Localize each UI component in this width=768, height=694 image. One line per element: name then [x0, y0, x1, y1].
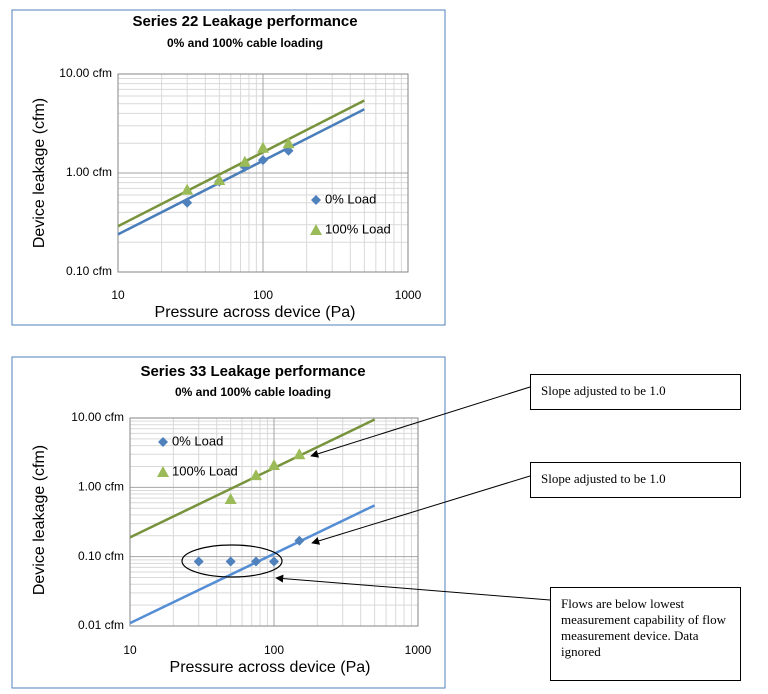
legend-label: 0% Load [172, 433, 223, 448]
y-tick-label: 0.10 cfm [66, 264, 112, 278]
y-axis-label: Device leakage (cfm) [31, 98, 48, 248]
data-point [225, 556, 236, 567]
chart-1: Series 22 Leakage performance 0% and 100%… [31, 13, 421, 321]
x-tick-label: 10 [123, 643, 137, 657]
plot-border [129, 417, 419, 627]
chart-subtitle: 0% and 100% cable loading [167, 36, 323, 50]
chart-frame [11, 356, 446, 689]
data-point [238, 155, 251, 167]
data-point [182, 197, 193, 208]
y-tick-label: 1.00 cfm [78, 480, 124, 494]
data-point [294, 535, 305, 546]
y-tick-label: 0.01 cfm [78, 618, 124, 632]
data-point [181, 183, 194, 195]
y-tick-label: 1.00 cfm [66, 165, 112, 179]
callout: Slope adjusted to be 1.0 [530, 374, 741, 410]
data-point [269, 556, 279, 567]
legend-label: 100% Load [325, 221, 391, 236]
legend-marker [157, 466, 169, 477]
y-tick-label: 10.00 cfm [59, 66, 112, 80]
data-point [257, 141, 269, 153]
callout: Flows are below lowest measurement capab… [550, 587, 741, 681]
callout: Slope adjusted to be 1.0 [530, 462, 741, 498]
y-tick-label: 10.00 cfm [71, 410, 124, 424]
y-tick-label: 0.10 cfm [78, 549, 124, 563]
y-axis-label: Device leakage (cfm) [31, 445, 48, 595]
x-axis-label: Pressure across device (Pa) [170, 659, 371, 676]
data-point [282, 137, 295, 149]
data-point [250, 469, 263, 481]
data-point [251, 556, 262, 567]
x-tick-label: 1000 [395, 288, 422, 302]
legend-marker [311, 195, 321, 205]
chart-subtitle: 0% and 100% cable loading [175, 385, 331, 399]
data-point [213, 173, 226, 185]
legend-marker [158, 437, 168, 447]
plot-border [117, 73, 409, 273]
chart-2: Series 33 Leakage performance 0% and 100%… [31, 363, 431, 676]
x-tick-label: 1000 [405, 643, 432, 657]
data-point [193, 556, 204, 567]
x-tick-label: 10 [111, 288, 125, 302]
trendline [129, 504, 376, 625]
data-point [268, 458, 280, 470]
callout-arrow [310, 386, 531, 458]
chart-title: Series 22 Leakage performance [132, 13, 357, 30]
legend-label: 100% Load [172, 463, 238, 478]
x-axis-label: Pressure across device (Pa) [155, 304, 356, 321]
ignored-data-ellipse [181, 544, 283, 578]
legend-marker [310, 224, 322, 235]
data-point [293, 448, 306, 460]
callout-arrow [275, 574, 551, 601]
callout-arrow [311, 475, 531, 545]
x-tick-label: 100 [253, 288, 273, 302]
data-point [258, 155, 268, 166]
chart-title: Series 33 Leakage performance [140, 363, 365, 380]
x-tick-label: 100 [264, 643, 284, 657]
trendline [117, 108, 365, 236]
legend-label: 0% Load [325, 191, 376, 206]
data-point [224, 492, 237, 504]
